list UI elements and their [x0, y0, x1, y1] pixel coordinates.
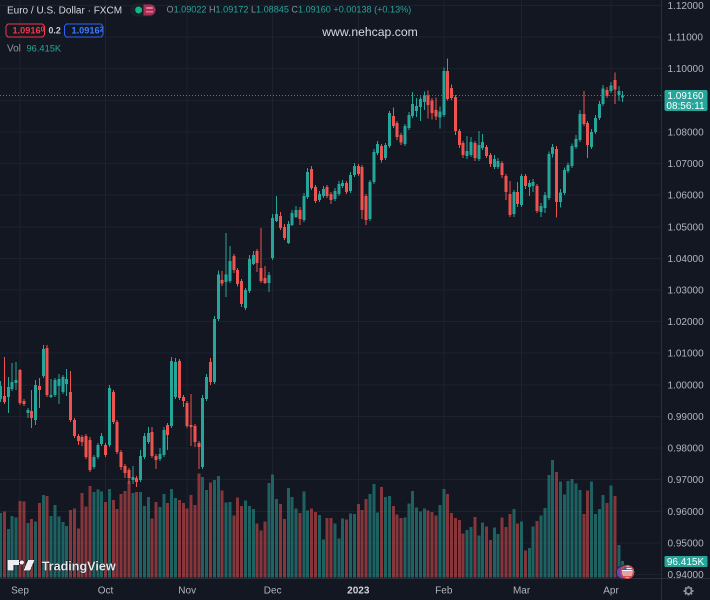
svg-text:1.11000: 1.11000 [668, 33, 704, 44]
svg-text:Euro / U.S. Dollar · FXCM: Euro / U.S. Dollar · FXCM [7, 6, 122, 17]
svg-text:0.95000: 0.95000 [668, 538, 705, 549]
svg-text:1.10000: 1.10000 [668, 64, 705, 75]
svg-text:www.nehcap.com: www.nehcap.com [321, 25, 418, 39]
svg-text:O1.09022 H1.09172 L1.08845 C1.: O1.09022 H1.09172 L1.08845 C1.09160 +0.0… [167, 5, 412, 15]
svg-text:1.03000: 1.03000 [668, 286, 705, 297]
svg-text:1.04000: 1.04000 [668, 254, 705, 265]
svg-text:1.09160: 1.09160 [13, 25, 45, 35]
svg-text:0.2: 0.2 [49, 25, 61, 35]
svg-text:1.01000: 1.01000 [668, 349, 705, 360]
svg-text:96.415K: 96.415K [27, 44, 62, 54]
svg-text:Dec: Dec [264, 586, 282, 597]
svg-text:1.07000: 1.07000 [668, 159, 705, 170]
svg-text:Apr: Apr [603, 586, 619, 597]
svg-text:1.08000: 1.08000 [668, 127, 705, 138]
svg-text:0.94000: 0.94000 [668, 570, 705, 581]
svg-text:Nov: Nov [178, 586, 196, 597]
svg-text:Sep: Sep [11, 586, 29, 597]
svg-text:96.415K: 96.415K [667, 557, 705, 568]
svg-text:0.98000: 0.98000 [668, 444, 705, 455]
svg-text:0.99000: 0.99000 [668, 412, 705, 423]
svg-text:Oct: Oct [98, 586, 114, 597]
svg-text:0.97000: 0.97000 [668, 475, 705, 486]
svg-text:2023: 2023 [347, 586, 370, 597]
svg-text:1.00000: 1.00000 [668, 380, 705, 391]
svg-text:1.09162: 1.09162 [72, 25, 104, 35]
svg-text:0.96000: 0.96000 [668, 507, 705, 518]
svg-text:Vol: Vol [7, 44, 21, 55]
svg-text:Feb: Feb [435, 586, 453, 597]
svg-text:1.09160: 1.09160 [667, 91, 704, 102]
svg-text:1.02000: 1.02000 [668, 317, 705, 328]
svg-text:TradingView: TradingView [42, 559, 116, 573]
svg-text:Mar: Mar [513, 586, 531, 597]
svg-text:1.06000: 1.06000 [668, 191, 705, 202]
svg-text:1.12000: 1.12000 [668, 1, 705, 12]
svg-text:08:56:11: 08:56:11 [666, 101, 705, 112]
svg-text:1.05000: 1.05000 [668, 222, 705, 233]
